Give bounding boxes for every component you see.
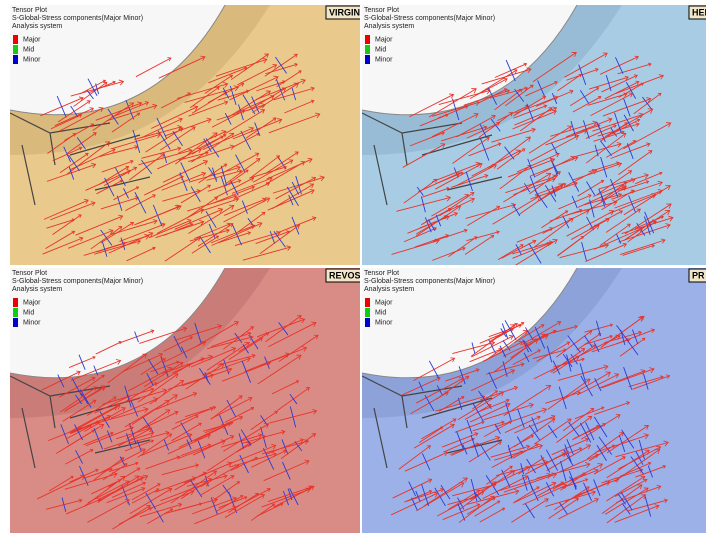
panel: Tensor PlotS-Global-Stress components(Ma… bbox=[362, 5, 706, 267]
legend-entry: Major bbox=[375, 36, 393, 43]
plot-title: Tensor Plot bbox=[364, 7, 399, 14]
legend-entry: Minor bbox=[375, 56, 393, 63]
case-label: VIRGIN bbox=[329, 7, 360, 17]
legend-swatch bbox=[365, 298, 370, 307]
legend-swatch bbox=[365, 45, 370, 54]
legend-swatch bbox=[13, 318, 18, 327]
legend-entry: Major bbox=[23, 36, 41, 43]
legend-entry: Minor bbox=[23, 319, 41, 326]
legend-swatch bbox=[365, 308, 370, 317]
legend-entry: Mid bbox=[375, 309, 386, 316]
plot-system: Analysis system bbox=[364, 286, 414, 293]
plot-subtitle: S-Global-Stress components(Major Minor) bbox=[364, 15, 495, 22]
legend-swatch bbox=[13, 45, 18, 54]
case-label: PR bbox=[692, 270, 705, 280]
legend-swatch bbox=[13, 55, 18, 64]
plot-system: Analysis system bbox=[12, 286, 62, 293]
plot-title: Tensor Plot bbox=[364, 270, 399, 277]
legend-entry: Major bbox=[23, 299, 41, 306]
plot-subtitle: S-Global-Stress components(Major Minor) bbox=[12, 278, 143, 285]
legend-entry: Mid bbox=[23, 309, 34, 316]
panel: Tensor PlotS-Global-Stress components(Ma… bbox=[362, 268, 706, 533]
plot-title: Tensor Plot bbox=[12, 270, 47, 277]
plot-subtitle: S-Global-Stress components(Major Minor) bbox=[364, 278, 495, 285]
legend-entry: Mid bbox=[375, 46, 386, 53]
legend-swatch bbox=[13, 308, 18, 317]
plot-system: Analysis system bbox=[12, 23, 62, 30]
panel: Tensor PlotS-Global-Stress components(Ma… bbox=[10, 268, 366, 533]
case-label: REVOS bbox=[329, 270, 361, 280]
legend-swatch bbox=[365, 55, 370, 64]
legend-swatch bbox=[365, 35, 370, 44]
legend-entry: Minor bbox=[375, 319, 393, 326]
legend-swatch bbox=[365, 318, 370, 327]
legend-swatch bbox=[13, 298, 18, 307]
plot-system: Analysis system bbox=[364, 23, 414, 30]
case-label: HER bbox=[692, 7, 706, 17]
legend-entry: Mid bbox=[23, 46, 34, 53]
legend-swatch bbox=[13, 35, 18, 44]
legend-entry: Minor bbox=[23, 56, 41, 63]
viewport: Tensor PlotS-Global-Stress components(Ma… bbox=[0, 0, 706, 533]
legend-entry: Major bbox=[375, 299, 393, 306]
plot-subtitle: S-Global-Stress components(Major Minor) bbox=[12, 15, 143, 22]
plot-title: Tensor Plot bbox=[12, 7, 47, 14]
